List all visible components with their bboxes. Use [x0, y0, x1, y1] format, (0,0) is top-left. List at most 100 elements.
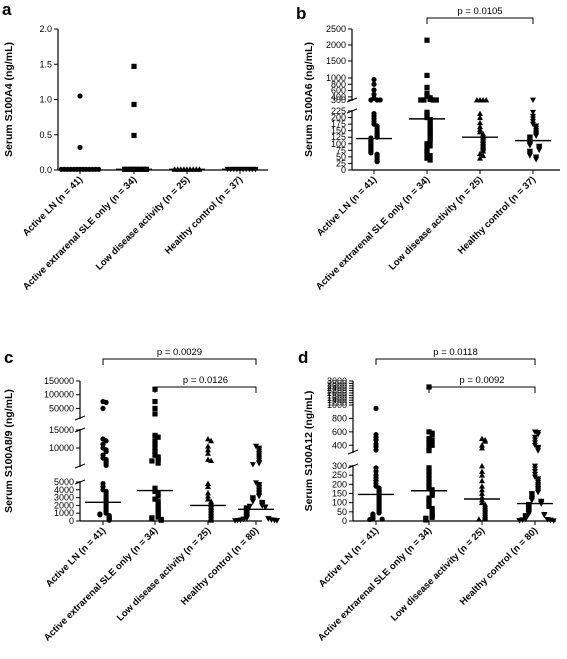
- data-point: [205, 493, 211, 499]
- data-point: [424, 93, 430, 99]
- y-tick-label: 2.0: [39, 24, 52, 34]
- axis-break-gap: [74, 419, 86, 429]
- y-tick-label: 100: [331, 139, 346, 149]
- data-point: [155, 493, 161, 499]
- data-point: [479, 468, 485, 474]
- y-tick-label: 300: [332, 461, 347, 471]
- data-point: [430, 97, 436, 103]
- data-point: [424, 141, 430, 147]
- data-point: [427, 96, 433, 102]
- y-tick-label: 1.0: [39, 95, 52, 105]
- axis-break-gap: [74, 467, 86, 481]
- data-point: [429, 437, 435, 444]
- data-point: [208, 437, 215, 444]
- data-point: [100, 405, 106, 412]
- x-tick-label: Active extrarenal SLE only (n = 34): [21, 174, 139, 292]
- data-point: [371, 91, 377, 97]
- y-tick-label: 100000: [44, 390, 74, 400]
- data-point: [205, 443, 211, 449]
- y-tick-label: 1600: [327, 393, 347, 403]
- data-point: [426, 468, 432, 475]
- y-tick-label: 2200: [327, 386, 347, 396]
- data-point: [97, 512, 103, 518]
- axis-break-gap: [347, 453, 359, 465]
- panel-a: a 0.0 0.5 1.0 1.5 2.0 Serum S100A4 (ng/mL) Acti…: [2, 0, 268, 292]
- data-point: [427, 157, 433, 163]
- data-point: [371, 81, 377, 87]
- y-tick-label: 2500: [326, 24, 346, 34]
- significance-bracket: [375, 358, 536, 365]
- data-point: [152, 496, 158, 502]
- axis-break-mark: [74, 463, 86, 469]
- y-tick-label: 5000: [54, 477, 74, 487]
- series-3: [232, 443, 280, 524]
- data-point: [480, 148, 487, 154]
- y-tick-label: 1800: [327, 390, 347, 400]
- data-point: [426, 435, 432, 442]
- series-0: [356, 76, 392, 165]
- data-point: [424, 112, 430, 118]
- data-point: [533, 133, 540, 139]
- panel-letter: d: [298, 348, 308, 367]
- data-point: [426, 465, 432, 471]
- data-point: [103, 449, 109, 455]
- data-point: [373, 447, 379, 453]
- series-0: [85, 398, 121, 523]
- data-point: [426, 503, 432, 509]
- data-point: [477, 155, 483, 161]
- data-point: [424, 72, 430, 78]
- data-point: [541, 512, 548, 519]
- y-tick-label: 1200: [327, 398, 347, 408]
- y-tick-label: 400: [332, 440, 347, 450]
- data-point: [426, 429, 432, 435]
- series-1: [116, 63, 152, 172]
- y-tick-label: 0: [342, 516, 347, 526]
- data-point: [155, 434, 161, 440]
- y-tick-label: 50000: [49, 403, 74, 413]
- y-tick-label: 200: [332, 479, 347, 489]
- x-tick-label: Low disease activity (n = 25): [389, 525, 487, 623]
- x-tick-label: Low disease activity (n = 25): [387, 174, 485, 272]
- data-point: [152, 449, 158, 455]
- data-point: [131, 101, 137, 108]
- significance-bracket: [426, 17, 534, 24]
- y-tick-label: 2000: [327, 388, 347, 398]
- data-point: [426, 476, 432, 482]
- data-point: [103, 438, 109, 444]
- data-point: [424, 148, 430, 154]
- y-tick-label: 2000: [326, 40, 346, 50]
- data-point: [550, 518, 557, 524]
- data-point: [477, 128, 483, 135]
- data-point: [152, 452, 158, 458]
- y-tick-label: 2600: [327, 381, 347, 391]
- data-point: [479, 435, 485, 441]
- significance-bracket: [428, 386, 536, 393]
- data-point: [96, 166, 102, 172]
- data-point: [103, 399, 109, 405]
- data-point: [253, 480, 259, 486]
- y-tick-label: 1.5: [39, 59, 52, 69]
- panel-letter: c: [4, 348, 13, 367]
- x-tick-label: Low disease activity (n = 25): [115, 525, 213, 623]
- data-point: [208, 517, 215, 523]
- data-point: [249, 499, 256, 505]
- y-tick-label: 200: [331, 113, 346, 123]
- x-tick-label: Low disease activity (n = 25): [94, 174, 192, 272]
- y-tick-label: 50: [337, 507, 347, 517]
- data-point: [373, 465, 379, 471]
- y-tick-label: 3000: [54, 493, 74, 503]
- data-point: [483, 97, 490, 103]
- p-value-label: p = 0.0092: [459, 375, 504, 386]
- data-point: [535, 448, 542, 454]
- data-point: [479, 486, 485, 493]
- data-point: [426, 482, 432, 488]
- y-tick-label: 100: [332, 498, 347, 508]
- series-0: [58, 93, 102, 172]
- data-point: [424, 114, 430, 121]
- data-point: [426, 485, 432, 491]
- y-tick-label: 125: [331, 132, 346, 142]
- y-tick-label: 0: [341, 165, 346, 175]
- y-axis-label: Serum S100A8/9 (ng/mL): [3, 389, 15, 513]
- data-point: [479, 472, 485, 478]
